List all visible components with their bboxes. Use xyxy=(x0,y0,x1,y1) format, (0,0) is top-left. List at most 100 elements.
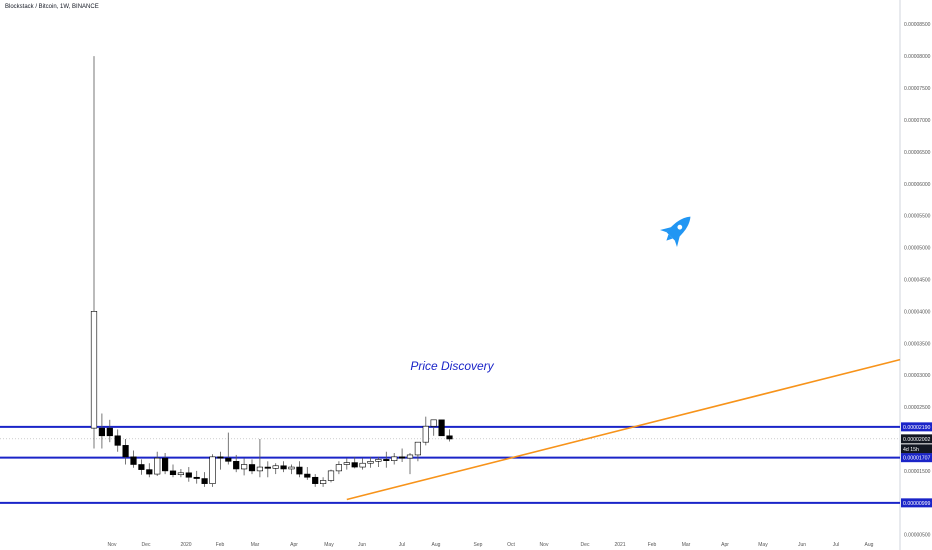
candle xyxy=(138,459,145,475)
x-tick-label: Aug xyxy=(865,542,874,548)
candle xyxy=(359,458,366,470)
x-tick-label: Apr xyxy=(290,542,298,548)
candle-body xyxy=(154,457,161,475)
candle-body xyxy=(114,435,121,446)
x-tick-label: Jun xyxy=(798,542,806,548)
candle xyxy=(446,429,453,442)
y-tick-label: 0.00005000 xyxy=(904,246,931,252)
support-mid-price-label-bg xyxy=(901,453,932,463)
x-tick-label: Sep xyxy=(474,542,483,548)
candle xyxy=(335,461,343,475)
current-price-label-bg xyxy=(901,434,932,444)
candle xyxy=(146,463,153,478)
x-tick-label: May xyxy=(758,542,768,548)
candle-body xyxy=(90,311,98,429)
candle-body xyxy=(438,419,445,437)
candle xyxy=(438,419,445,437)
trendline-line xyxy=(346,358,901,501)
x-tick-label: Jun xyxy=(358,542,366,548)
candle-body xyxy=(312,476,319,484)
y-tick-label: 0.00007000 xyxy=(904,118,931,124)
y-tick-label: 0.00003000 xyxy=(904,373,931,379)
resistance-price-label: 0.00002190 xyxy=(903,425,931,431)
y-tick-label: 0.00001500 xyxy=(904,469,931,475)
candle xyxy=(304,467,311,480)
candle-body xyxy=(225,457,232,462)
candle xyxy=(256,438,264,478)
candle-body xyxy=(367,461,374,464)
candle xyxy=(383,451,390,468)
x-tick-label: Feb xyxy=(216,542,225,548)
y-tick-label: 0.00004000 xyxy=(904,309,931,315)
candle xyxy=(130,450,137,468)
candle xyxy=(398,448,406,462)
y-tick-label: 0.00000500 xyxy=(904,533,931,539)
grid xyxy=(0,0,901,550)
candle-body xyxy=(130,456,137,465)
x-tick-label: Mar xyxy=(682,542,691,548)
candle-body xyxy=(375,459,382,462)
candle xyxy=(241,458,248,476)
candle-body xyxy=(335,464,343,472)
candle-body xyxy=(264,466,271,469)
candle-body xyxy=(414,441,422,456)
x-tick-label: Jul xyxy=(399,542,405,548)
candle xyxy=(351,456,358,469)
current-price-label: 0.00002002 xyxy=(903,437,931,443)
candle-body xyxy=(343,462,350,465)
y-tick-label: 0.00006500 xyxy=(904,150,931,156)
price-discovery-annotation[interactable]: Price Discovery xyxy=(410,359,494,373)
chart-title: Blockstack / Bitcoin, 1W, BINANCE xyxy=(5,4,99,10)
candle xyxy=(327,469,335,483)
candles xyxy=(90,56,453,487)
resistance-price-label-bg xyxy=(901,422,932,432)
candle xyxy=(185,467,192,482)
candle xyxy=(225,432,232,465)
candle xyxy=(280,461,287,473)
candle-body xyxy=(169,470,177,476)
y-axis: 0.000005000.000010000.000015000.00002000… xyxy=(904,22,931,538)
candle-body xyxy=(304,473,311,478)
candle-body xyxy=(162,457,169,472)
trendline[interactable] xyxy=(346,358,901,501)
horizontal-levels[interactable] xyxy=(0,425,900,504)
candle xyxy=(296,461,303,478)
candle-body xyxy=(280,465,287,470)
candle xyxy=(162,453,169,475)
x-tick-label: 2020 xyxy=(180,542,191,548)
candle-body xyxy=(201,478,208,484)
candle xyxy=(106,419,113,443)
y-tick-label: 0.00006000 xyxy=(904,182,931,188)
candle-body xyxy=(185,472,192,478)
y-tick-label: 0.00005500 xyxy=(904,214,931,220)
candle-body xyxy=(319,480,327,484)
candle-body xyxy=(241,464,248,470)
x-tick-label: Apr xyxy=(721,542,729,548)
candle-body xyxy=(430,419,437,427)
candle xyxy=(264,461,271,478)
countdown-label-bg xyxy=(901,444,932,454)
y-tick-label: 0.00007500 xyxy=(904,86,931,92)
candle xyxy=(343,458,350,470)
candle-body xyxy=(398,456,406,459)
candle-body xyxy=(383,459,390,461)
candle xyxy=(288,464,295,475)
candle-body xyxy=(177,472,185,476)
candle-body xyxy=(272,465,279,469)
candle-body xyxy=(359,462,366,468)
candle-body xyxy=(122,445,129,458)
candle xyxy=(217,451,224,470)
candle xyxy=(154,451,161,476)
candle xyxy=(209,454,216,487)
candle xyxy=(169,464,177,478)
candle xyxy=(312,474,319,487)
candle xyxy=(391,453,398,465)
candle-body xyxy=(233,461,240,470)
y-tick-label: 0.00003500 xyxy=(904,341,931,347)
countdown-label: 4d 15h xyxy=(903,447,919,453)
candle-body xyxy=(406,454,414,459)
candle xyxy=(248,459,256,475)
candle-body xyxy=(351,462,358,468)
candle-body xyxy=(138,464,145,470)
